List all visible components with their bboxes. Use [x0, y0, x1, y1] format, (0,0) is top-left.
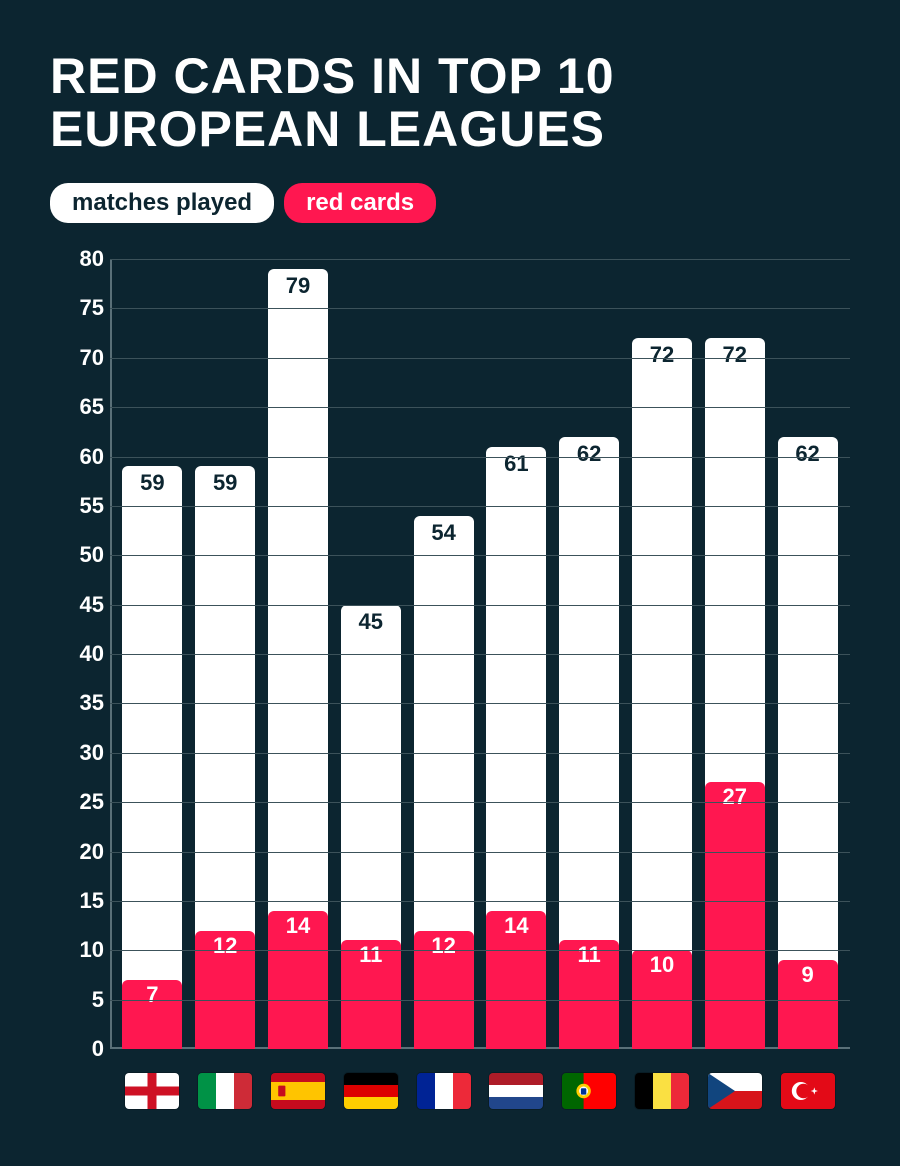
- flag-belgium-icon: [635, 1073, 689, 1109]
- ytick-label: 60: [56, 444, 104, 470]
- red-value: 10: [632, 952, 692, 978]
- gridline: [110, 605, 850, 606]
- bar-red: 11: [559, 940, 619, 1049]
- gridline: [110, 703, 850, 704]
- gridline: [110, 457, 850, 458]
- red-value: 14: [268, 913, 328, 939]
- gridline: [110, 654, 850, 655]
- red-value: 12: [414, 933, 474, 959]
- matches-value: 54: [414, 520, 474, 546]
- bar-red: 12: [195, 931, 255, 1050]
- flag-portugal-icon: [562, 1073, 616, 1109]
- bar-red: 11: [341, 940, 401, 1049]
- gridline: [110, 506, 850, 507]
- gridline: [110, 901, 850, 902]
- plot-area: 59 7 59 12 79 14 45 11 54 12 61 14 62 11 72 10 72 27 62 9: [110, 259, 850, 1049]
- title-line-1: RED CARDS IN TOP 10: [50, 50, 860, 103]
- gridline: [110, 555, 850, 556]
- bar-matches: 72: [632, 338, 692, 1049]
- flag-germany-icon: [344, 1073, 398, 1109]
- red-value: 9: [778, 962, 838, 988]
- red-value: 11: [559, 942, 619, 968]
- bar-matches: 62: [778, 437, 838, 1049]
- chart-area: 59 7 59 12 79 14 45 11 54 12 61 14 62 11 72 10 72 27 62 9 0…: [56, 259, 860, 1119]
- ytick-label: 50: [56, 542, 104, 568]
- bar-red: 12: [414, 931, 474, 1050]
- ytick-label: 10: [56, 937, 104, 963]
- gridline: [110, 308, 850, 309]
- matches-value: 72: [705, 342, 765, 368]
- ytick-label: 20: [56, 839, 104, 865]
- flag-turkey-icon: [781, 1073, 835, 1109]
- chart-title: RED CARDS IN TOP 10 EUROPEAN LEAGUES: [50, 50, 860, 155]
- bar-matches: 59: [122, 466, 182, 1049]
- gridline: [110, 1000, 850, 1001]
- flags-row: [110, 1073, 850, 1109]
- ytick-label: 55: [56, 493, 104, 519]
- bar-red: 14: [486, 911, 546, 1049]
- red-value: 14: [486, 913, 546, 939]
- red-value: 11: [341, 942, 401, 968]
- bar-red: 9: [778, 960, 838, 1049]
- gridline: [110, 852, 850, 853]
- matches-value: 79: [268, 273, 328, 299]
- ytick-label: 0: [56, 1036, 104, 1062]
- bar-red: 14: [268, 911, 328, 1049]
- ytick-label: 75: [56, 295, 104, 321]
- ytick-label: 65: [56, 394, 104, 420]
- matches-value: 61: [486, 451, 546, 477]
- bar-red: 7: [122, 980, 182, 1049]
- flag-france-icon: [417, 1073, 471, 1109]
- matches-value: 59: [122, 470, 182, 496]
- flag-netherlands-icon: [489, 1073, 543, 1109]
- ytick-label: 80: [56, 246, 104, 272]
- gridline: [110, 358, 850, 359]
- ytick-label: 5: [56, 987, 104, 1013]
- legend: matches played red cards: [50, 183, 860, 223]
- legend-red: red cards: [284, 183, 436, 223]
- red-value: 12: [195, 933, 255, 959]
- gridline: [110, 802, 850, 803]
- gridline: [110, 407, 850, 408]
- flag-spain-icon: [271, 1073, 325, 1109]
- ytick-label: 40: [56, 641, 104, 667]
- red-value: 7: [122, 982, 182, 1008]
- gridline: [110, 259, 850, 260]
- red-value: 27: [705, 784, 765, 810]
- legend-matches: matches played: [50, 183, 274, 223]
- ytick-label: 25: [56, 789, 104, 815]
- ytick-label: 45: [56, 592, 104, 618]
- ytick-label: 30: [56, 740, 104, 766]
- matches-value: 45: [341, 609, 401, 635]
- gridline: [110, 753, 850, 754]
- gridline: [110, 950, 850, 951]
- ytick-label: 70: [56, 345, 104, 371]
- ytick-label: 35: [56, 690, 104, 716]
- title-line-2: EUROPEAN LEAGUES: [50, 103, 860, 156]
- flag-england-icon: [125, 1073, 179, 1109]
- flag-czech-icon: [708, 1073, 762, 1109]
- bar-red: 27: [705, 782, 765, 1049]
- matches-value: 62: [559, 441, 619, 467]
- matches-value: 62: [778, 441, 838, 467]
- matches-value: 72: [632, 342, 692, 368]
- flag-italy-icon: [198, 1073, 252, 1109]
- ytick-label: 15: [56, 888, 104, 914]
- matches-value: 59: [195, 470, 255, 496]
